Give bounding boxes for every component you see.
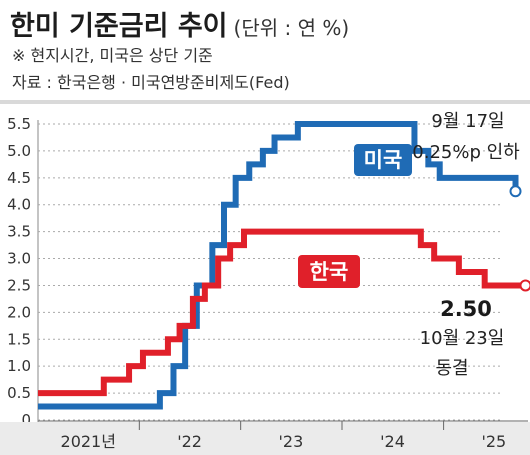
x-tick-label: '25 bbox=[481, 432, 506, 451]
y-tick-label: 5.0 bbox=[7, 142, 31, 160]
annotation-note-kr: 동결 bbox=[435, 358, 468, 379]
chart-source: 자료 : 한국은행 · 미국연방준비제도(Fed) bbox=[12, 73, 290, 92]
x-tick-label: '23 bbox=[279, 432, 304, 451]
annotation-value-us: 4.25 bbox=[449, 104, 501, 105]
series-line bbox=[38, 228, 526, 397]
series-end-point bbox=[509, 185, 522, 198]
y-tick-label: 2.5 bbox=[7, 276, 31, 294]
series-label-box bbox=[298, 255, 360, 288]
unit-label: (단위 : 연 %) bbox=[233, 16, 350, 40]
y-tick-label: 3.5 bbox=[7, 223, 31, 241]
annotation-note-us: 0.25%p 인하 bbox=[412, 142, 520, 163]
annotation-date-us: 9월 17일 bbox=[431, 111, 504, 132]
series-end-point bbox=[519, 279, 530, 292]
y-tick-label: 1.5 bbox=[7, 330, 31, 348]
y-tick-label: 3.0 bbox=[7, 250, 31, 268]
y-tick-label: 4.5 bbox=[7, 169, 31, 187]
annotation-value-kr: 2.50 bbox=[440, 297, 492, 321]
x-tick-label: '24 bbox=[380, 432, 405, 451]
x-tick-label: '22 bbox=[177, 432, 202, 451]
x-axis-band bbox=[0, 422, 530, 455]
y-tick-label: 4.0 bbox=[7, 196, 31, 214]
y-tick-label: 0.5 bbox=[7, 384, 31, 402]
header-divider bbox=[0, 100, 530, 104]
chart-title-text: 한미 기준금리 추이 bbox=[10, 11, 228, 42]
series-label-kr: 한국 bbox=[310, 260, 349, 284]
series-label-box bbox=[354, 144, 412, 176]
chart-header: 한미 기준금리 추이 (단위 : 연 %) ※ 현지시간, 미국은 상단 기준 자… bbox=[0, 0, 530, 104]
y-tick-label: 1.0 bbox=[7, 357, 31, 375]
chart-note: ※ 현지시간, 미국은 상단 기준 bbox=[12, 46, 213, 65]
annotation-date-kr: 10월 23일 bbox=[420, 328, 505, 349]
y-tick-label: 0 bbox=[21, 411, 31, 429]
y-tick-label: 2.0 bbox=[7, 303, 31, 321]
x-tick-label: 2021년 bbox=[61, 432, 116, 451]
y-tick-label: 5.5 bbox=[7, 115, 31, 133]
rate-chart: 0 0.5 1.0 1.5 2.0 2.5 3.0 3.5 4.0 4.5 5.0 5.5 2021년 '… bbox=[0, 104, 530, 455]
chart-title: 한미 기준금리 추이 (단위 : 연 %) bbox=[10, 4, 349, 43]
series-line bbox=[38, 121, 519, 410]
series-label-us: 미국 bbox=[364, 148, 403, 172]
